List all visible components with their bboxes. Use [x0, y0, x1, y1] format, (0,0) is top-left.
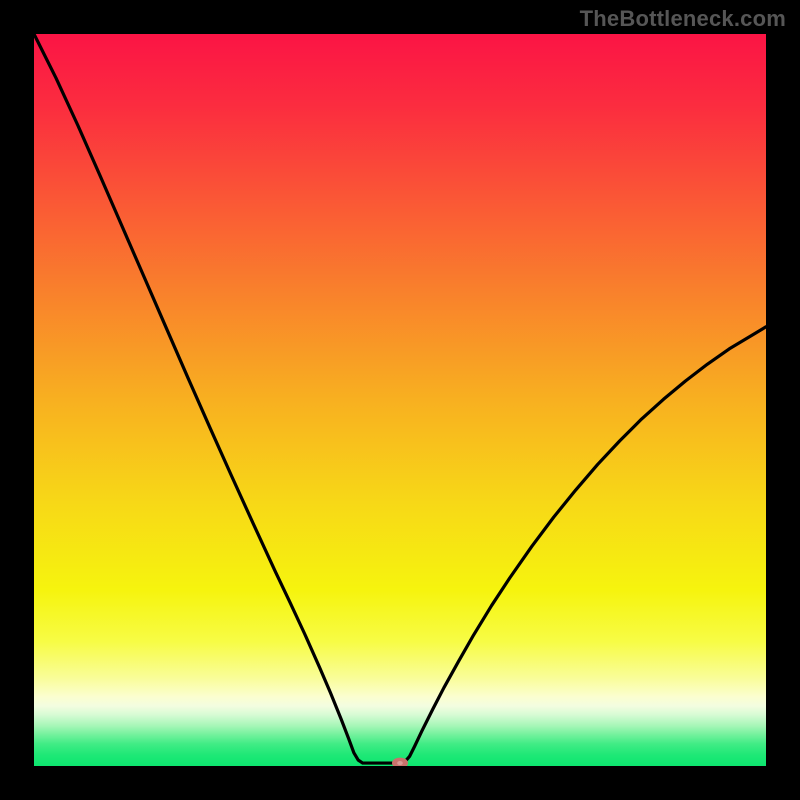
- watermark-text: TheBottleneck.com: [580, 6, 786, 32]
- gradient-background: [34, 34, 766, 766]
- chart-outer: TheBottleneck.com: [0, 0, 800, 800]
- plot-area: [34, 34, 766, 766]
- plot-svg: [34, 34, 766, 766]
